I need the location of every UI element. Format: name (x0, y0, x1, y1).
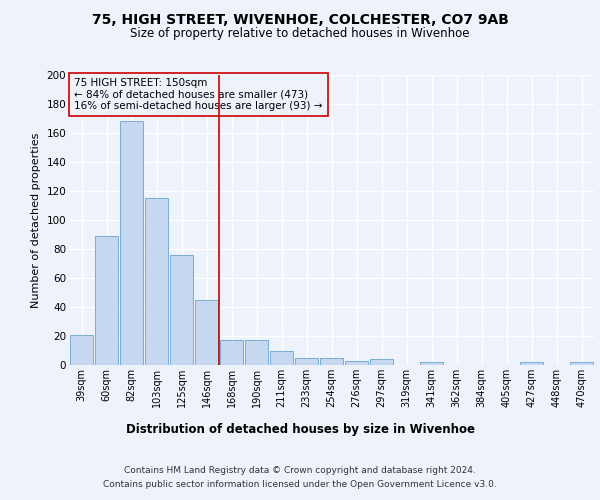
Bar (245, 340, 268, 365)
Text: Contains public sector information licensed under the Open Government Licence v3: Contains public sector information licen… (103, 480, 497, 489)
Bar (370, 359, 393, 365)
Text: 75 HIGH STREET: 150sqm
← 84% of detached houses are smaller (473)
16% of semi-de: 75 HIGH STREET: 150sqm ← 84% of detached… (74, 78, 323, 111)
Text: Size of property relative to detached houses in Wivenhoe: Size of property relative to detached ho… (130, 28, 470, 40)
Bar (345, 360, 368, 365)
Bar (270, 350, 293, 365)
Bar (420, 362, 443, 365)
Text: Contains HM Land Registry data © Crown copyright and database right 2024.: Contains HM Land Registry data © Crown c… (124, 466, 476, 475)
Bar (145, 198, 168, 365)
Bar (195, 300, 218, 365)
Text: Distribution of detached houses by size in Wivenhoe: Distribution of detached houses by size … (125, 422, 475, 436)
Text: 75, HIGH STREET, WIVENHOE, COLCHESTER, CO7 9AB: 75, HIGH STREET, WIVENHOE, COLCHESTER, C… (92, 12, 508, 26)
Y-axis label: Number of detached properties: Number of detached properties (31, 132, 41, 308)
Bar (570, 362, 593, 365)
Bar (70, 334, 93, 365)
Bar (520, 362, 543, 365)
Bar (120, 122, 143, 365)
Bar (95, 236, 118, 365)
Bar (295, 358, 318, 365)
Bar (170, 255, 193, 365)
Bar (320, 358, 343, 365)
Bar (220, 340, 243, 365)
